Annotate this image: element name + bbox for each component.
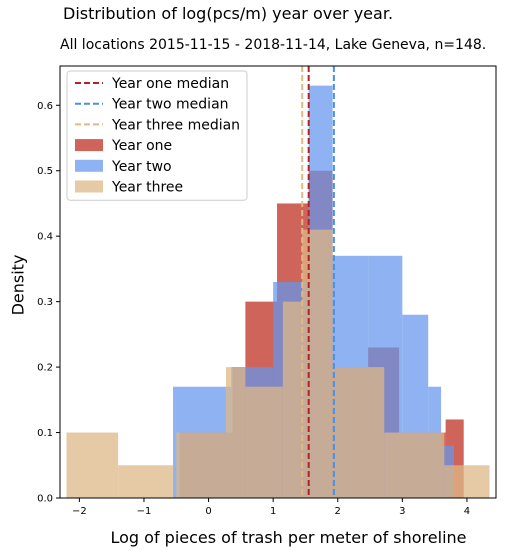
y-axis-label: Density — [8, 254, 28, 316]
y-tick-label-7: 0.6 — [37, 101, 53, 112]
bar-series-3-bin-5 — [245, 386, 283, 498]
plot-frame — [59, 65, 497, 499]
median-lines-layer — [301, 66, 335, 498]
legend-label-1: Year one median — [111, 76, 229, 92]
bar-series-3-bin-4 — [226, 367, 246, 498]
bars-layer — [66, 85, 490, 499]
bar-series-3-bin-6 — [282, 301, 303, 498]
chart-title: Distribution of log(pcs/m) year over yea… — [63, 4, 394, 23]
bar-series-3-bin-8 — [332, 367, 385, 498]
bar-series-3-bin-9 — [384, 432, 445, 498]
legend-box — [66, 70, 248, 201]
y-tick-label-1: 0.0 — [37, 494, 53, 505]
chart-subtitle: All locations 2015-11-15 - 2018-11-14, L… — [60, 37, 487, 53]
bar-series-3-bin-11 — [463, 465, 490, 498]
legend-label-5: Year two — [111, 159, 172, 175]
legend: Year one median Year two median Year three… — [66, 70, 248, 201]
legend-label-2: Year two median — [111, 97, 229, 113]
x-axis-label: Log of pieces of trash per meter of shor… — [110, 528, 467, 547]
x-tick-label-1: −2 — [72, 506, 87, 517]
legend-label-3: Year three median — [111, 117, 240, 133]
legend-swatch-5 — [75, 159, 103, 172]
axes-layer: −2 −1 0 1 2 3 4 0.0 0.1 0.2 0.3 0.4 0.5 0.6 — [37, 65, 497, 517]
legend-label-4: Year one — [111, 138, 172, 154]
bar-series-3-bin-10 — [444, 465, 464, 498]
bar-series-3-bin-1 — [66, 432, 119, 498]
y-tick-label-5: 0.4 — [37, 232, 53, 243]
y-tick-label-3: 0.2 — [37, 363, 53, 374]
y-tick-label-6: 0.5 — [37, 166, 53, 177]
x-tick-label-4: 1 — [270, 506, 276, 517]
y-tick-label-2: 0.1 — [37, 428, 53, 439]
legend-swatch-6 — [75, 180, 103, 193]
x-tick-label-2: −1 — [137, 506, 152, 517]
bar-series-3-bin-7 — [302, 229, 333, 499]
bar-series-3-bin-2 — [118, 465, 174, 498]
x-tick-label-7: 4 — [464, 506, 470, 517]
y-tick-label-4: 0.3 — [37, 297, 53, 308]
x-tick-label-3: 0 — [205, 506, 211, 517]
legend-swatch-4 — [75, 139, 103, 152]
bar-series-3-bin-3 — [176, 432, 227, 498]
legend-label-6: Year three — [111, 180, 183, 196]
x-tick-label-5: 2 — [335, 506, 341, 517]
x-tick-label-6: 3 — [399, 506, 405, 517]
